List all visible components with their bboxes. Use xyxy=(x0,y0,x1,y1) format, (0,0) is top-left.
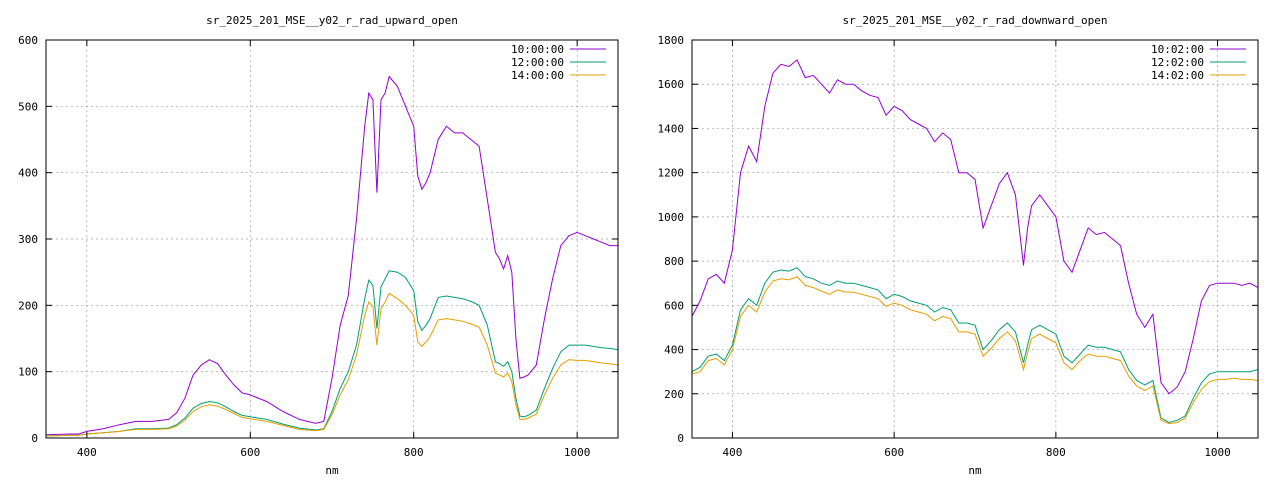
legend-label: 10:02:00 xyxy=(1151,43,1204,56)
y-tick-label: 1800 xyxy=(658,34,685,47)
x-tick-label: 800 xyxy=(1046,446,1066,459)
y-tick-label: 400 xyxy=(664,344,684,357)
x-tick-label: 600 xyxy=(240,446,260,459)
y-tick-label: 100 xyxy=(18,366,38,379)
x-tick-label: 1000 xyxy=(1204,446,1231,459)
chart-panel-1: sr_2025_201_MSE__y02_r_rad_upward_open 40… xyxy=(18,14,619,477)
chart-panel-2: sr_2025_201_MSE__y02_r_rad_downward_open… xyxy=(658,14,1259,477)
x-tick-label: 800 xyxy=(404,446,424,459)
series-line-10-02-00 xyxy=(691,59,1259,395)
legend-label: 14:02:00 xyxy=(1151,69,1204,82)
series-line-12-00-00 xyxy=(45,270,619,437)
x-axis-label: nm xyxy=(325,464,339,477)
y-tick-label: 600 xyxy=(664,299,684,312)
legend-label: 12:02:00 xyxy=(1151,56,1204,69)
y-tick-label: 400 xyxy=(18,167,38,180)
series-line-14-00-00 xyxy=(45,292,619,437)
y-tick-label: 1000 xyxy=(658,211,685,224)
y-tick-label: 600 xyxy=(18,34,38,47)
y-tick-label: 200 xyxy=(664,388,684,401)
legend-label: 12:00:00 xyxy=(511,56,564,69)
chart-title: sr_2025_201_MSE__y02_r_rad_upward_open xyxy=(206,14,458,27)
y-tick-label: 1600 xyxy=(658,78,685,91)
series-line-10-00-00 xyxy=(45,75,618,436)
x-tick-label: 400 xyxy=(77,446,97,459)
x-tick-label: 600 xyxy=(884,446,904,459)
legend-label: 14:00:00 xyxy=(511,69,564,82)
x-tick-label: 1000 xyxy=(564,446,591,459)
chart-title: sr_2025_201_MSE__y02_r_rad_downward_open xyxy=(843,14,1108,27)
series-line-12-02-00 xyxy=(691,267,1259,424)
y-tick-label: 300 xyxy=(18,233,38,246)
y-tick-label: 200 xyxy=(18,299,38,312)
legend-label: 10:00:00 xyxy=(511,43,564,56)
x-tick-label: 400 xyxy=(722,446,742,459)
plot-frame xyxy=(691,39,1259,439)
y-tick-label: 0 xyxy=(677,432,684,445)
series-line-14-02-00 xyxy=(691,276,1259,425)
y-tick-label: 0 xyxy=(31,432,38,445)
y-tick-label: 1400 xyxy=(658,122,685,135)
x-axis-label: nm xyxy=(968,464,982,477)
y-tick-label: 1200 xyxy=(658,167,685,180)
y-tick-label: 800 xyxy=(664,255,684,268)
y-tick-label: 500 xyxy=(18,100,38,113)
